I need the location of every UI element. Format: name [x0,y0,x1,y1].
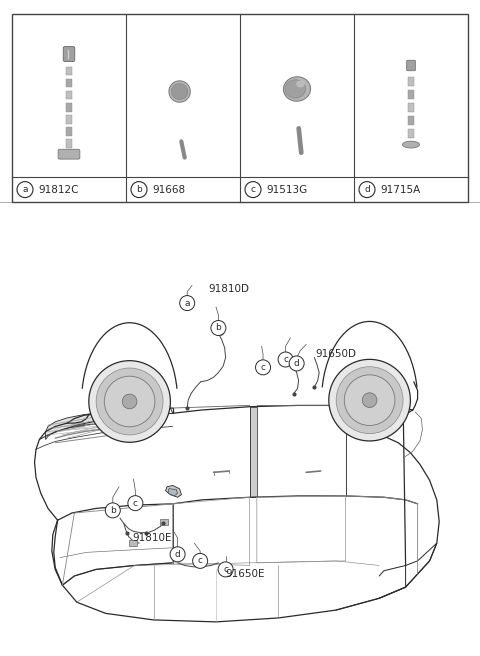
Circle shape [128,496,143,510]
Circle shape [89,361,170,442]
Ellipse shape [171,83,188,100]
Circle shape [96,368,163,435]
Circle shape [122,394,137,409]
Text: d: d [364,185,370,194]
Text: 91812C: 91812C [38,184,79,195]
Circle shape [180,296,195,310]
Text: b: b [216,323,221,333]
Text: b: b [110,506,116,515]
Bar [408,90,414,99]
Text: d: d [294,359,300,368]
FancyBboxPatch shape [58,150,80,159]
Polygon shape [168,489,178,496]
Circle shape [336,367,403,434]
Text: c: c [251,185,255,194]
Ellipse shape [283,77,311,101]
Polygon shape [46,412,106,440]
Text: 91513G: 91513G [266,184,307,195]
Polygon shape [166,485,181,497]
Text: 91810E: 91810E [132,533,171,543]
Text: c: c [198,556,203,565]
Text: 91715A: 91715A [380,184,420,195]
Bar [66,79,72,87]
Ellipse shape [403,141,420,148]
Bar [66,127,72,136]
Text: c: c [261,363,265,372]
Text: a: a [22,185,28,194]
Text: c: c [133,499,138,508]
Bar [66,139,72,148]
Text: 91668: 91668 [152,184,185,195]
Bar [12,14,468,202]
Text: 91650E: 91650E [226,569,265,579]
FancyBboxPatch shape [407,60,415,71]
Bar [408,103,414,112]
Bar [408,77,414,86]
Ellipse shape [169,81,190,102]
Circle shape [344,375,395,426]
Circle shape [218,562,233,577]
Bar [408,116,414,125]
Ellipse shape [296,80,305,87]
Ellipse shape [285,80,305,98]
FancyBboxPatch shape [63,47,75,62]
Text: 91810D: 91810D [209,283,250,294]
Polygon shape [250,407,257,497]
Circle shape [170,547,185,562]
Bar [160,518,168,525]
Circle shape [362,393,377,407]
Bar [130,540,137,546]
Text: a: a [184,298,190,308]
Circle shape [255,360,271,375]
Circle shape [211,321,226,335]
Text: b: b [136,185,142,194]
Text: c: c [283,355,288,364]
Bar [66,103,72,112]
Text: c: c [223,565,228,574]
Bar [66,91,72,100]
Text: 91650D: 91650D [316,349,357,359]
Bar [66,115,72,124]
Circle shape [289,356,304,371]
Circle shape [192,554,208,568]
Circle shape [329,359,410,441]
Circle shape [278,352,293,367]
Text: d: d [175,550,180,559]
Circle shape [105,503,120,518]
Circle shape [104,376,155,427]
Bar [408,129,414,138]
Bar [66,67,72,75]
